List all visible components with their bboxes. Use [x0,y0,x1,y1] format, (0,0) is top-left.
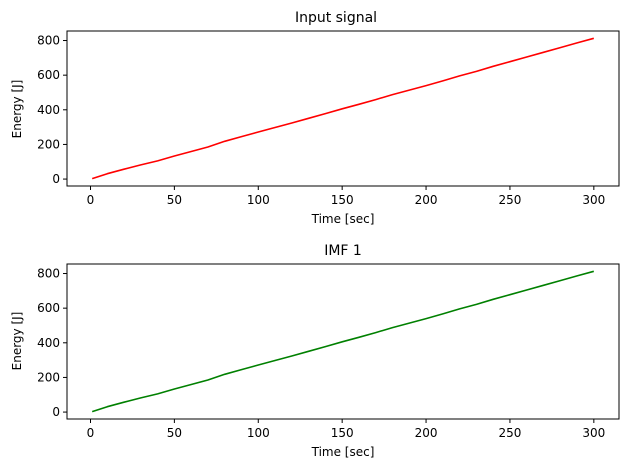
x-axis-label: Time [sec] [311,212,375,226]
x-tick-label: 250 [498,426,521,440]
y-tick-label: 200 [37,137,60,151]
chart-panel-imf-1: IMF 1 Energy [J] Time [sec] 0 50 100 150 200… [10,243,620,459]
series-line [91,270,595,413]
x-tick-label: 50 [167,193,182,207]
y-tick-label: 0 [52,172,60,186]
x-tick-label: 100 [247,193,270,207]
x-tick-label: 0 [87,193,95,207]
x-tick-label: 200 [415,193,438,207]
y-tick-label: 0 [52,405,60,419]
y-tick-label: 800 [37,34,60,48]
x-axis-label: Time [sec] [311,445,375,459]
chart-title: IMF 1 [324,243,362,259]
x-tick-label: 150 [331,426,354,440]
chart-panel-input-signal: Input signal Energy [J] Time [sec] 0 50 10… [10,10,620,226]
x-tick-label: 200 [415,426,438,440]
x-tick-label: 250 [498,193,521,207]
plot-frame [66,263,620,420]
x-tick-label: 300 [582,426,605,440]
y-tick-label: 400 [37,103,60,117]
x-tick-label: 0 [87,426,95,440]
y-tick-label: 600 [37,68,60,82]
y-tick-label: 200 [37,370,60,384]
y-tick-label: 800 [37,267,60,281]
plot-layer [91,270,595,413]
plot-layer [91,37,595,180]
ticks-layer: 0 50 100 150 200 250 300 0 200 400 600 800 [37,267,605,440]
x-tick-label: 50 [167,426,182,440]
x-tick-label: 100 [247,426,270,440]
x-tick-label: 150 [331,193,354,207]
plot-frame [66,30,620,187]
y-tick-label: 600 [37,301,60,315]
x-tick-label: 300 [582,193,605,207]
ticks-layer: 0 50 100 150 200 250 300 0 200 400 600 800 [37,34,605,207]
series-line [91,37,595,180]
y-axis-label: Energy [J] [10,312,24,371]
y-tick-label: 400 [37,336,60,350]
y-axis-label: Energy [J] [10,80,24,139]
chart-title: Input signal [295,10,377,26]
